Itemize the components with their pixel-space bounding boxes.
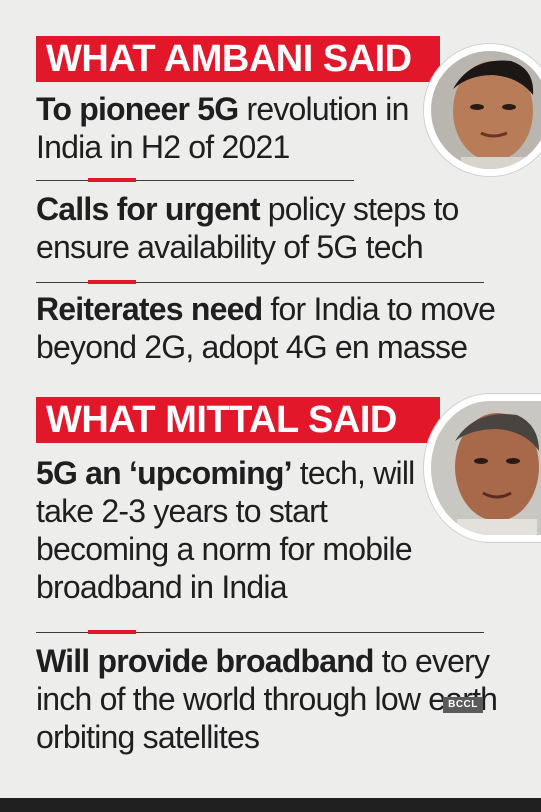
- mittal-point-1-bold: 5G an ‘upcoming’: [36, 455, 292, 491]
- divider: [36, 632, 484, 633]
- mittal-point-2-text: to every inch of the world through low e…: [36, 643, 498, 755]
- divider: [36, 180, 354, 181]
- mittal-point-1: 5G an ‘upcoming’ tech, will take 2-3 yea…: [36, 454, 446, 606]
- ambani-point-2-text: policy steps to ensure availability of 5…: [36, 191, 459, 265]
- mittal-point-2-bold: Will provide broadband: [36, 643, 374, 679]
- mittal-portrait-image: [424, 394, 541, 542]
- ambani-point-1: To pioneer 5G revolution in India in H2 …: [36, 90, 426, 166]
- mittal-point-2: Will provide broadband to every inch of …: [36, 642, 516, 756]
- ambani-point-3: Reiterates need for India to move beyond…: [36, 290, 516, 366]
- bccl-watermark: BCCL: [443, 697, 483, 713]
- divider-accent: [88, 178, 136, 182]
- ambani-point-3-text: for India to move beyond 2G, adopt 4G en…: [36, 291, 496, 365]
- mittal-point-1-text: tech, will take 2-3 years to start becom…: [36, 455, 415, 605]
- divider: [36, 282, 484, 283]
- ambani-point-2-bold: Calls for urgent: [36, 191, 260, 227]
- ambani-point-1-text: revolution in India in H2 of 2021: [36, 91, 409, 165]
- ambani-point-2: Calls for urgent policy steps to ensure …: [36, 190, 516, 266]
- mittal-heading: WHAT MITTAL SAID: [36, 397, 440, 443]
- divider-accent: [88, 280, 136, 284]
- divider-accent: [88, 630, 136, 634]
- ambani-portrait-image: [424, 44, 541, 176]
- ambani-point-1-bold: To pioneer 5G: [36, 91, 239, 127]
- ambani-point-3-bold: Reiterates need: [36, 291, 263, 327]
- footer-bar: [0, 798, 541, 812]
- ambani-heading: WHAT AMBANI SAID: [36, 36, 440, 82]
